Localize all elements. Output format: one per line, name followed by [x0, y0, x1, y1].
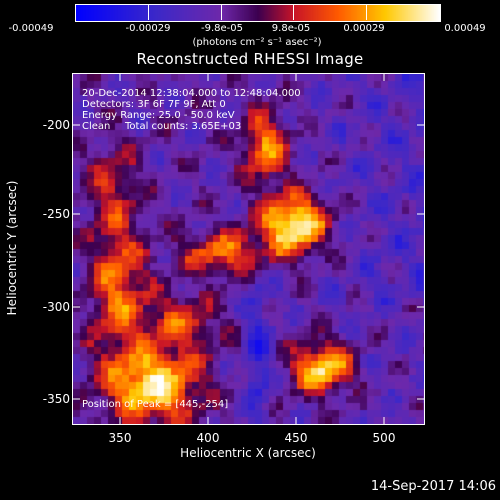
colorbar-units: (photons cm⁻² s⁻¹ asec⁻²): [192, 37, 322, 48]
y-tick-label: -300: [42, 300, 70, 314]
colorbar-tick-label: -0.00049: [8, 23, 54, 34]
peak-position-text: Position of Peak = [445,-254]: [82, 399, 229, 410]
y-tick-label: -350: [42, 392, 70, 406]
y-tick-label: -200: [42, 118, 70, 132]
y-axis-title: Heliocentric Y (arcsec): [5, 180, 19, 316]
y-tick-label: -250: [42, 207, 70, 221]
x-tick-label: 350: [108, 431, 132, 445]
colorbar-tick-label: -0.00029: [125, 23, 171, 34]
plot-frame: [72, 73, 425, 425]
x-tick-label: 400: [196, 431, 220, 445]
x-tick-label: 500: [372, 431, 396, 445]
y-tick-labels: -200 -250 -300 -350: [0, 0, 70, 500]
colorbar-ticks: [75, 4, 441, 22]
colorbar-tick-label: -9.8e-05: [201, 23, 243, 34]
x-axis-title: Heliocentric X (arcsec): [180, 446, 316, 460]
detectors-text: Detectors: 3F 6F 7F 9F, Att 0: [82, 99, 226, 110]
plot-timestamp: 14-Sep-2017 14:06: [370, 479, 496, 494]
x-tick-label: 450: [284, 431, 308, 445]
colorbar-tick-label: 9.8e-05: [271, 23, 311, 34]
image-title: Reconstructed RHESSI Image: [136, 50, 364, 68]
rhessi-image: [73, 74, 424, 424]
time-range-text: 20-Dec-2014 12:38:04.000 to 12:48:04.000: [82, 88, 301, 99]
algorithm-text: Clean: [82, 121, 111, 132]
total-counts-text: Total counts: 3.65E+03: [125, 121, 242, 132]
axis-ticks: [72, 73, 425, 425]
energy-range-text: Energy Range: 25.0 - 50.0 keV: [82, 110, 235, 121]
colorbar-tick-label: 0.00029: [343, 23, 385, 34]
colorbar-tick-label: 0.00049: [444, 23, 486, 34]
